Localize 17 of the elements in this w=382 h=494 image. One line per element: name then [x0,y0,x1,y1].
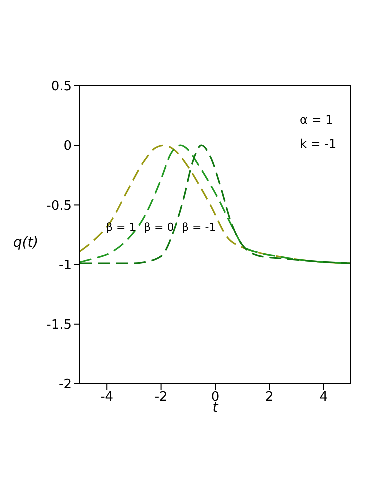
y-tick-label: -0.5 [46,198,72,214]
y-tick-label: 0.5 [51,80,72,95]
y-tick-label: 0 [64,139,72,154]
x-tick-label: 4 [320,390,328,406]
x-tick-label: -2 [154,390,168,406]
annotation: β = -1 [182,221,216,234]
x-axis-title: t [212,400,219,416]
annotation: k = -1 [300,137,337,151]
y-tick-label: -1.5 [46,318,72,334]
x-tick-label: -4 [100,390,114,406]
x-tick-label: 2 [266,390,274,406]
annotation: α = 1 [300,113,334,127]
y-tick-label: -1 [59,258,72,274]
y-axis-title: q(t) [12,235,40,251]
annotation: β = 1 [106,221,136,234]
annotation: β = 0 [144,221,174,234]
y-tick-label: -2 [59,378,72,393]
